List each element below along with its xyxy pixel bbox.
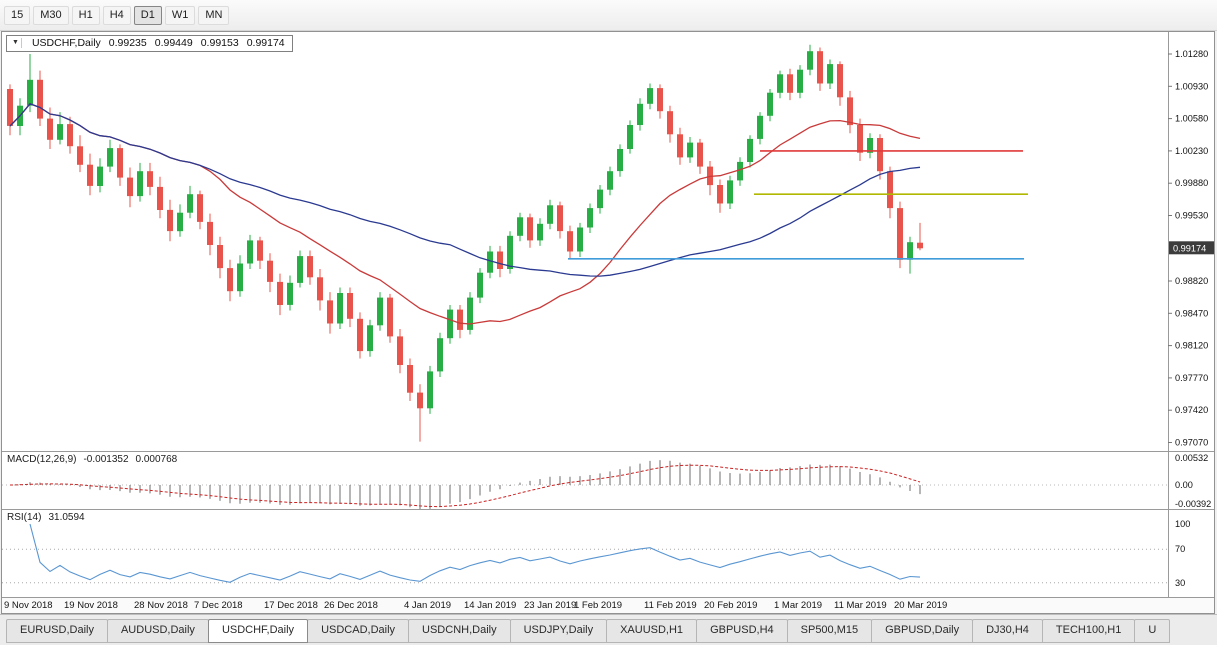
svg-text:0.98120: 0.98120 [1175, 341, 1208, 351]
ohlc-open: 0.99235 [108, 37, 147, 49]
rsi-value: 31.0594 [48, 512, 85, 523]
rsi-pane[interactable]: RSI(14) 31.0594 100 70 30 [2, 509, 1214, 598]
timeframe-button-m30[interactable]: M30 [33, 5, 69, 25]
rsi-indicator-name: RSI(14) [7, 512, 42, 523]
date-label: 17 Dec 2018 [264, 600, 318, 611]
tab-eurusd-daily[interactable]: EURUSD,Daily [6, 619, 108, 643]
svg-text:1.00230: 1.00230 [1175, 146, 1208, 156]
svg-text:0.99880: 0.99880 [1175, 178, 1208, 188]
svg-text:0.00: 0.00 [1175, 480, 1193, 490]
timeframe-button-w1[interactable]: W1 [164, 5, 196, 25]
timeframe-button-h1[interactable]: H1 [71, 5, 100, 25]
tab-usdcad-daily[interactable]: USDCAD,Daily [307, 619, 410, 643]
chart-title: USDCHF,Daily [31, 37, 101, 49]
tab-u[interactable]: U [1134, 619, 1171, 643]
svg-text:0.99530: 0.99530 [1175, 211, 1208, 221]
date-label: 11 Feb 2019 [644, 600, 697, 611]
tab-gbpusd-daily[interactable]: GBPUSD,Daily [871, 619, 974, 643]
ohlc-high: 0.99449 [154, 37, 193, 49]
symbol-ohlc-box[interactable]: ▼ USDCHF,Daily 0.99235 0.99449 0.99153 0… [6, 35, 293, 52]
date-label: 7 Dec 2018 [194, 600, 243, 611]
tab-audusd-daily[interactable]: AUDUSD,Daily [106, 619, 209, 643]
date-label: 20 Mar 2019 [894, 600, 948, 611]
macd-main-value: -0.001352 [83, 454, 129, 465]
macd-label: MACD(12,26,9) -0.001352 0.000768 [7, 454, 177, 465]
ohlc-low: 0.99153 [200, 37, 239, 49]
date-label: 14 Jan 2019 [464, 600, 517, 611]
macd-indicator-name: MACD(12,26,9) [7, 454, 77, 465]
chart-window: ▼ USDCHF,Daily 0.99235 0.99449 0.99153 0… [1, 31, 1215, 614]
rsi-chart[interactable]: 100 70 30 [2, 510, 1214, 598]
tab-xauusd-h1[interactable]: XAUUSD,H1 [606, 619, 698, 643]
macd-pane[interactable]: MACD(12,26,9) -0.001352 0.000768 0.00532… [2, 451, 1214, 510]
date-label: 9 Nov 2018 [4, 600, 53, 611]
svg-text:1.01280: 1.01280 [1175, 49, 1208, 59]
timeframe-button-15[interactable]: 15 [4, 5, 31, 25]
date-label: 4 Jan 2019 [404, 600, 452, 611]
svg-text:30: 30 [1175, 578, 1185, 588]
svg-text:1.00930: 1.00930 [1175, 81, 1208, 91]
date-label: 11 Mar 2019 [834, 600, 887, 611]
date-label: 19 Nov 2018 [64, 600, 118, 611]
svg-text:0.98820: 0.98820 [1175, 276, 1208, 286]
svg-text:0.97770: 0.97770 [1175, 373, 1208, 383]
chart-tabs: EURUSD,Daily AUDUSD,Daily USDCHF,Daily USDC… [0, 614, 1217, 645]
chevron-down-icon[interactable]: ▼ [12, 38, 22, 48]
macd-chart[interactable]: 0.00532 0.00 -0.00392 [2, 452, 1214, 510]
candlestick-chart[interactable]: 1.01280 1.00930 1.00580 1.00230 0.99880 0.995… [2, 32, 1214, 451]
tab-gbpusd-h4[interactable]: GBPUSD,H4 [696, 619, 788, 643]
rsi-label: RSI(14) 31.0594 [7, 512, 85, 523]
svg-text:0.00532: 0.00532 [1175, 453, 1208, 463]
svg-text:0.98470: 0.98470 [1175, 308, 1208, 318]
svg-text:1.00580: 1.00580 [1175, 114, 1208, 124]
date-label: 28 Nov 2018 [134, 600, 188, 611]
price-chart-pane[interactable]: ▼ USDCHF,Daily 0.99235 0.99449 0.99153 0… [2, 32, 1214, 451]
date-label: 1 Mar 2019 [774, 600, 823, 611]
svg-text:-0.00392: -0.00392 [1175, 499, 1211, 509]
timeframe-button-d1[interactable]: D1 [133, 5, 162, 25]
svg-text:0.97420: 0.97420 [1175, 405, 1208, 415]
timeframe-button-h4[interactable]: H4 [102, 5, 131, 25]
tab-sp500-m15[interactable]: SP500,M15 [786, 619, 873, 643]
timeframe-button-mn[interactable]: MN [198, 5, 230, 25]
timeframe-toolbar: 15 M30 H1 H4 D1 W1 MN [0, 0, 1217, 31]
svg-text:0.97070: 0.97070 [1175, 438, 1208, 448]
tab-usdchf-daily[interactable]: USDCHF,Daily [207, 619, 309, 643]
tab-dj30-h4[interactable]: DJ30,H4 [972, 619, 1043, 643]
svg-text:0.99174: 0.99174 [1173, 243, 1206, 253]
tab-usdcnh-daily[interactable]: USDCNH,Daily [408, 619, 511, 643]
date-label: 20 Feb 2019 [704, 600, 758, 611]
ohlc-close: 0.99174 [246, 37, 285, 49]
date-label: 1 Feb 2019 [574, 600, 623, 611]
svg-text:70: 70 [1175, 544, 1185, 554]
macd-signal-value: 0.000768 [135, 454, 178, 465]
date-axis[interactable]: 9 Nov 2018 19 Nov 2018 28 Nov 2018 7 Dec 20… [2, 597, 1214, 613]
date-label: 23 Jan 2019 [524, 600, 577, 611]
date-label: 26 Dec 2018 [324, 600, 378, 611]
svg-text:100: 100 [1175, 519, 1190, 529]
tab-tech100-h1[interactable]: TECH100,H1 [1041, 619, 1136, 643]
tab-usdjpy-daily[interactable]: USDJPY,Daily [509, 619, 608, 643]
